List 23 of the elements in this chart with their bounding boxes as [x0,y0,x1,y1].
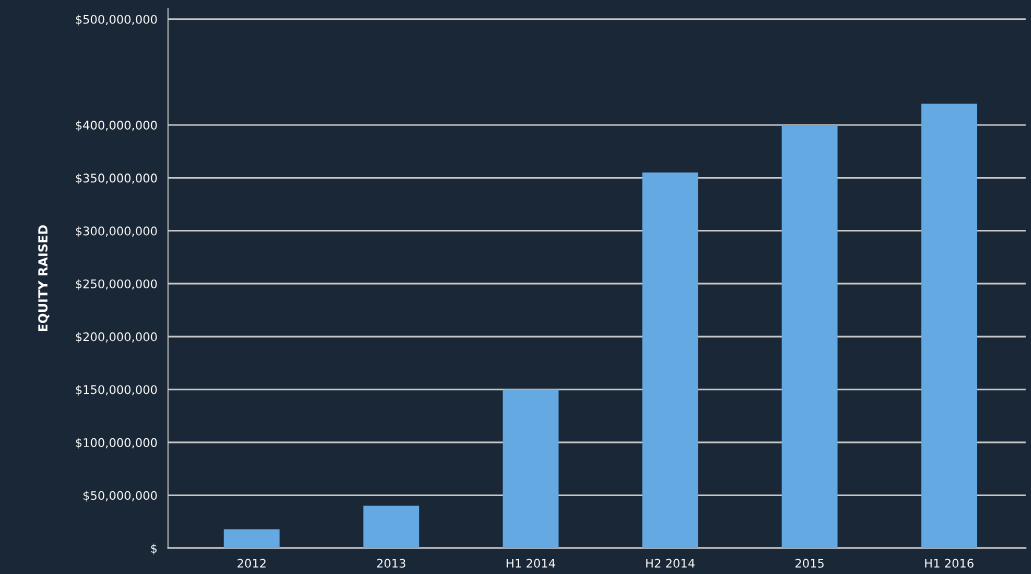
y-axis-title: EQUITY RAISED [38,225,50,332]
y-tick-label: $150,000,000 [76,384,157,396]
y-tick-label: $250,000,000 [76,279,157,290]
x-tick-label: 2013 [377,558,406,568]
y-tick-label: $ [151,543,157,555]
y-tick-label: $400,000,000 [76,120,157,132]
y-tick-label: $200,000,000 [76,332,157,343]
y-tick-label: $50,000,000 [83,490,157,502]
x-tick-label: 2012 [237,558,266,568]
bar [223,529,280,549]
bar [502,389,559,549]
x-tick-label: H1 2014 [506,558,556,568]
x-tick-label: 2015 [795,558,824,568]
y-tick-label: $300,000,000 [76,226,157,237]
y-tick-label: $350,000,000 [76,173,157,185]
x-tick-label: H2 2014 [646,558,695,568]
bar [363,505,420,549]
bar [921,103,978,549]
x-tick-label: H1 2016 [925,558,974,568]
y-tick-label: $500,000,000 [76,14,157,26]
bar [781,124,838,549]
bar [642,172,699,549]
y-tick-label: $100,000,000 [76,437,157,449]
